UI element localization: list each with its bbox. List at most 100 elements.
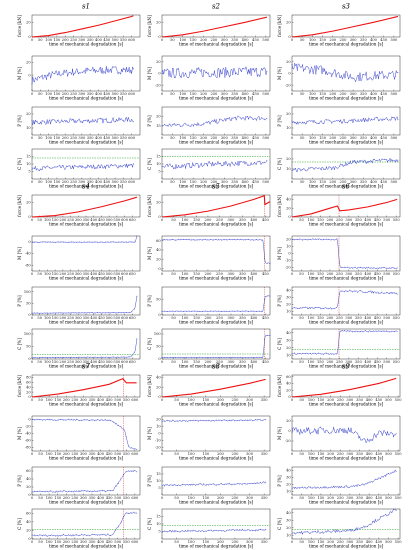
m-series-point: [207, 239, 209, 241]
y-tick-label: 60: [156, 239, 161, 243]
c-series-point: [208, 161, 210, 163]
m-series-point: [226, 239, 228, 241]
p-series-point: [164, 485, 166, 487]
c-series-point: [296, 532, 298, 534]
m-series-point: [219, 76, 221, 78]
x-tick-label: 250: [71, 398, 79, 402]
p-series-point: [317, 307, 319, 309]
m-series-point: [320, 239, 322, 241]
p-series-point: [248, 118, 250, 120]
m-series-point: [76, 241, 78, 243]
p-series-point: [325, 486, 327, 488]
m-series-point: [344, 266, 346, 268]
x-tick-label: 200: [200, 92, 208, 96]
m-series-point: [199, 239, 201, 241]
x-tick-label: 300: [78, 38, 86, 42]
m-series-point: [397, 71, 399, 73]
p-series-point: [221, 483, 223, 485]
p-series-point: [187, 124, 189, 126]
plot-frame: [291, 508, 401, 540]
x-tick-label: 450: [98, 316, 106, 320]
x-tick-label: 400: [242, 180, 250, 184]
p-series-point: [169, 310, 171, 312]
m-series-point: [128, 445, 130, 447]
c-series-point: [161, 531, 163, 533]
m-series-point: [351, 267, 353, 269]
p-series-point: [296, 487, 298, 489]
x-tick-label: 400: [370, 92, 378, 96]
p-series-point: [208, 484, 210, 486]
m-series-point: [339, 76, 341, 78]
x-tick-label: 0: [31, 360, 34, 364]
x-tick-label: 500: [262, 38, 270, 42]
m-series-point: [380, 267, 382, 269]
m-series-point: [52, 241, 54, 243]
x-tick-label: 0: [291, 398, 294, 402]
p-series-point: [64, 119, 66, 121]
p-series-point: [355, 120, 357, 122]
x-axis-label: time of mechanical degradation [s]: [49, 456, 124, 461]
p-series-point: [49, 119, 51, 121]
x-tick-label: 400: [366, 398, 374, 402]
c-series-point: [351, 331, 353, 333]
m-series-point: [245, 239, 247, 241]
p-series-line: [291, 469, 397, 489]
x-tick-label: 450: [103, 180, 111, 184]
y-tick-label: 0: [28, 215, 31, 219]
c-series-point: [31, 169, 33, 170]
m-series-point: [78, 241, 80, 243]
m-series-point: [196, 239, 198, 241]
x-tick-label: 300: [246, 452, 254, 456]
c-series-point: [128, 512, 130, 514]
x-tick-label: 450: [375, 496, 383, 500]
x-tick-label: 300: [78, 92, 86, 96]
p-series-point: [196, 310, 198, 312]
panel-s4-p: 0 50 100 150 200 250 300 350 400 450 500 550 600 6500…: [17, 286, 141, 325]
c-series-point: [299, 168, 301, 170]
y-tick-label: 5: [158, 170, 161, 174]
p-series-point: [341, 122, 343, 124]
x-tick-label: 100: [182, 316, 190, 320]
x-tick-label: 150: [317, 496, 325, 500]
p-series-point: [177, 485, 179, 487]
m-series-point: [349, 73, 351, 75]
plot-frame: [161, 106, 271, 136]
x-tick-label: 350: [87, 38, 95, 42]
x-tick-label: 150: [54, 496, 62, 500]
p-series-point: [185, 123, 187, 125]
c-series-point: [239, 356, 241, 358]
x-tick-label: 50: [38, 398, 43, 402]
c-series-point: [296, 170, 298, 172]
m-series-point: [256, 239, 257, 241]
y-tick-label: 40: [286, 382, 291, 386]
p-series-point: [175, 310, 176, 312]
y-tick-label: 15: [156, 515, 161, 519]
x-tick-label: 300: [228, 316, 236, 320]
p-series-point: [166, 483, 168, 485]
m-series-point: [91, 419, 93, 421]
c-series-point: [83, 356, 85, 358]
x-axis-label: time of mechanical degradation [s]: [179, 544, 254, 549]
c-series-point: [31, 357, 33, 359]
p-series-point: [110, 121, 112, 123]
c-series-point: [199, 356, 201, 358]
c-series-point: [46, 165, 48, 167]
m-series-point: [346, 431, 348, 433]
y-tick-label: 10: [286, 310, 291, 314]
m-series-point: [336, 238, 338, 240]
m-series-point: [49, 241, 51, 243]
p-series-point: [229, 310, 230, 312]
x-tick-label: 200: [217, 540, 225, 544]
m-series-point: [56, 74, 58, 76]
c-series-point: [211, 165, 213, 167]
p-series-point: [245, 310, 247, 312]
m-series-point: [72, 68, 74, 70]
x-tick-label: 0: [291, 272, 294, 276]
panel-s7-force: 0 50 100 150 200 250 300 350 400 450 500 550 6000204…: [17, 375, 141, 407]
x-tick-label: 400: [366, 540, 374, 544]
force-series-line: [31, 196, 138, 218]
x-tick-label: 500: [106, 272, 114, 276]
